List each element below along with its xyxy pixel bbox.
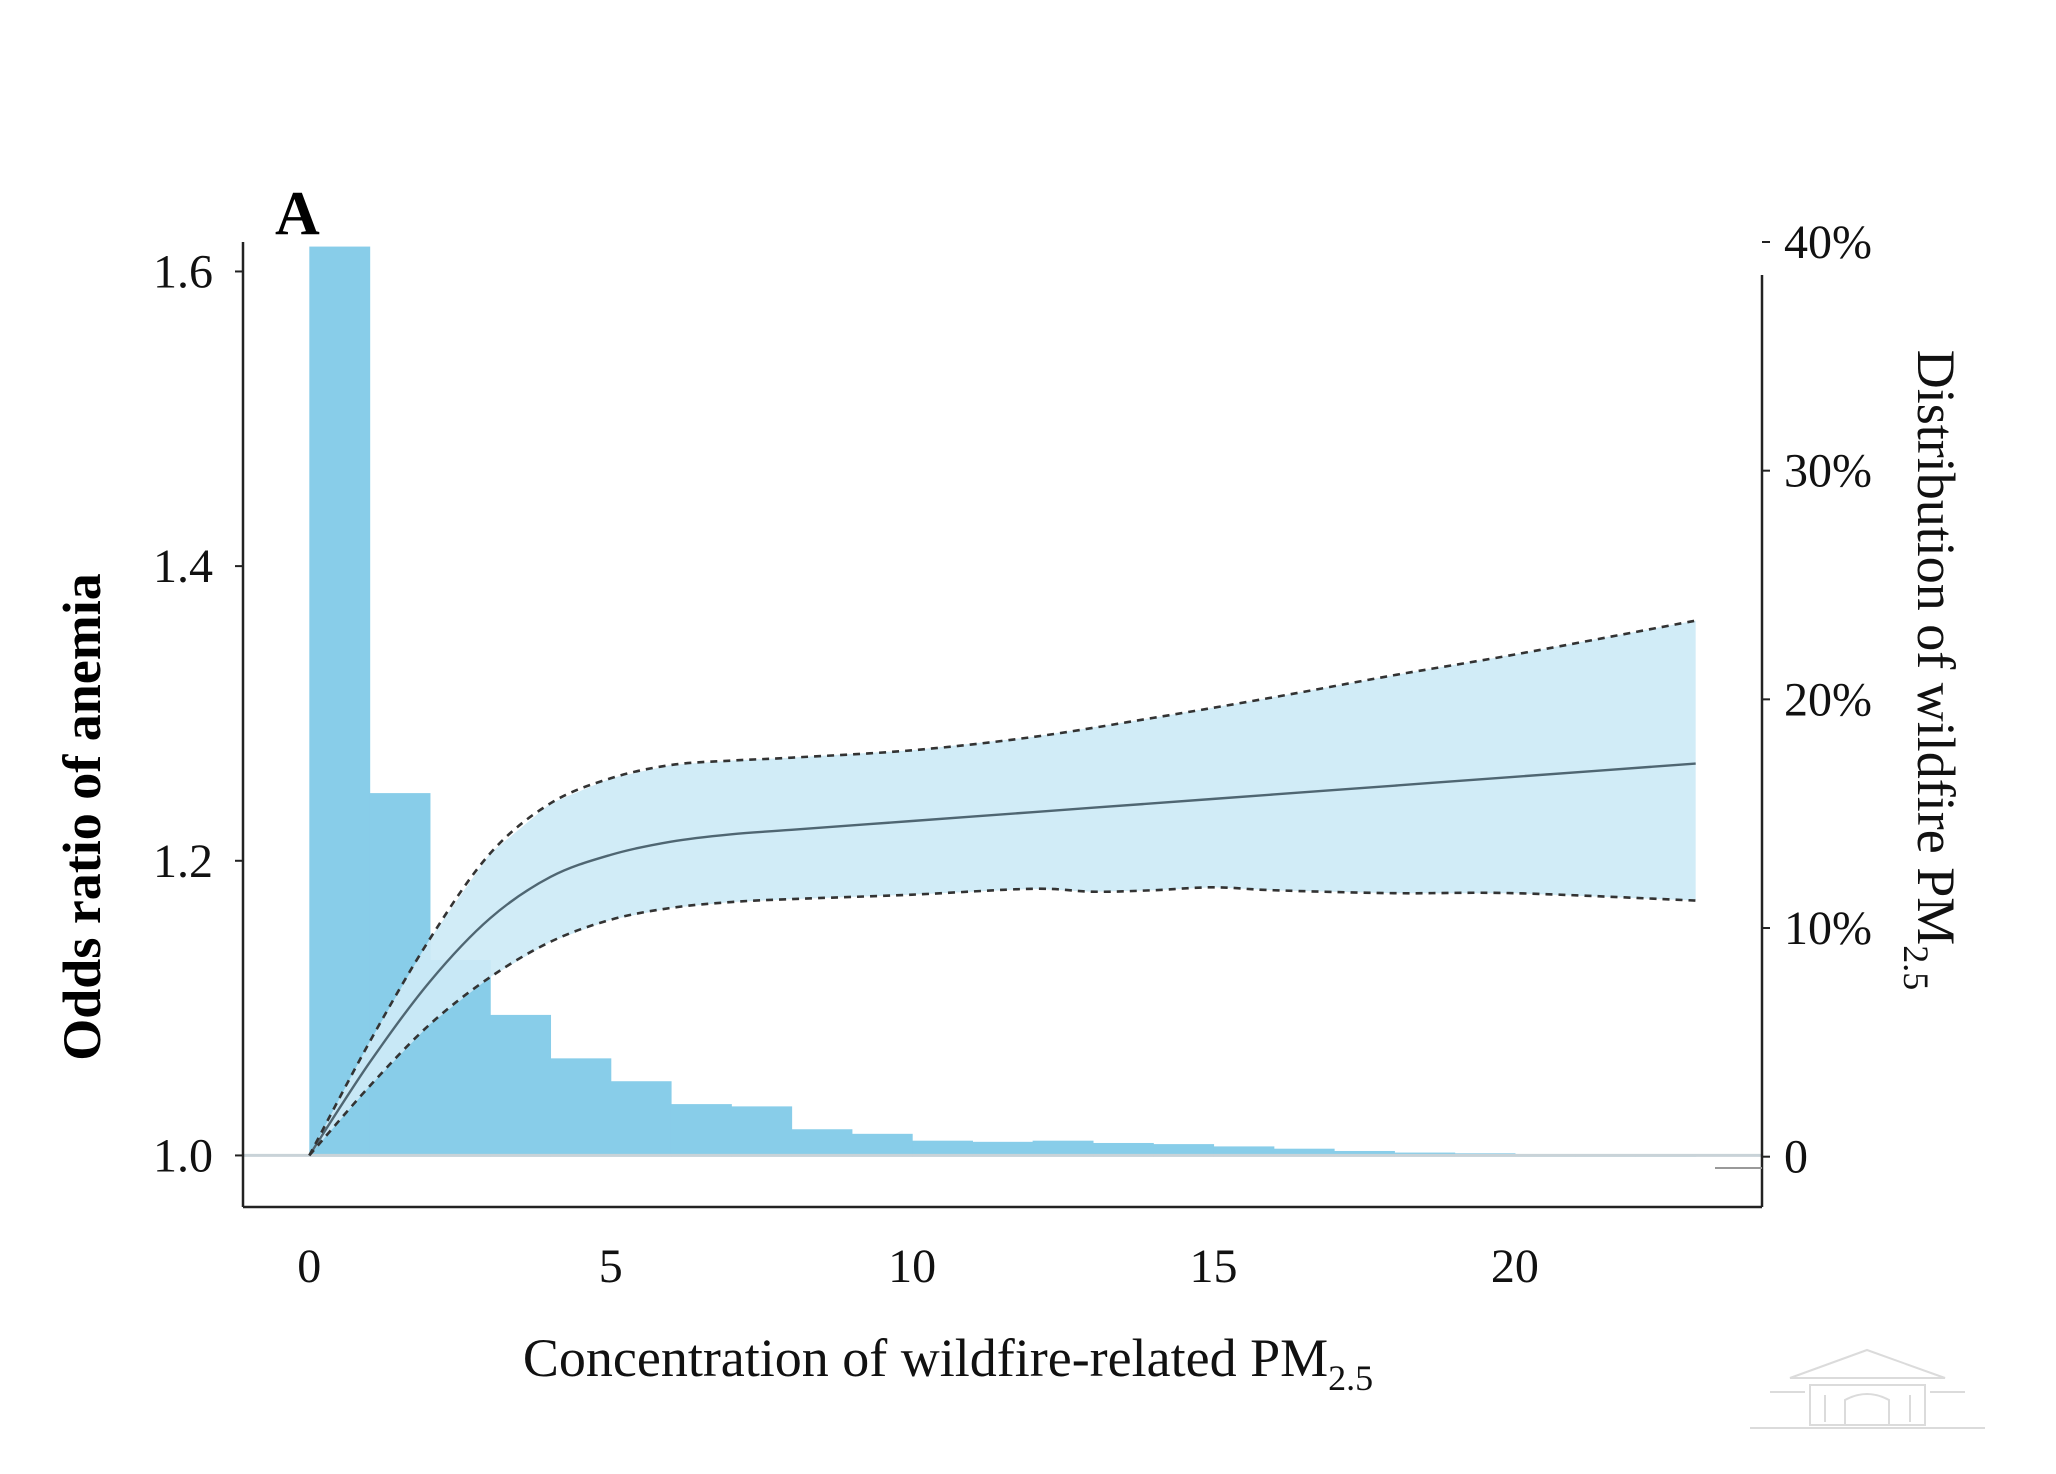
histogram-bar [490,1014,552,1157]
histogram-bar [851,1133,913,1157]
histogram-bar [1153,1144,1215,1157]
y-axis-title: Odds ratio of anemia [52,573,112,1061]
y2-tick-label: 0 [1784,1131,1808,1184]
y2-tick-label: 20% [1784,673,1872,726]
histogram-bar [791,1129,853,1157]
y-tick-label: 1.0 [153,1129,213,1182]
histogram-bar [1273,1148,1335,1157]
histogram-bar [610,1081,672,1157]
x-axis-title-sub: 2.5 [1328,1358,1373,1398]
panel-label: A [275,180,320,248]
histogram-bar [1213,1146,1275,1157]
series-layer [308,619,1696,1157]
ticks: 0 5 10 15 20 1.0 1.2 1.4 1.6 0 10% 20% 30% 40% [153,216,1872,1293]
histogram-bar [912,1140,973,1157]
ci-lower-line [308,885,1696,1157]
y-tick-label: 1.4 [153,540,213,593]
x-tick-label: 5 [599,1240,623,1293]
histogram-bar [309,246,371,1157]
histogram-bar [1092,1142,1154,1157]
histogram-bar [670,1104,732,1157]
histogram-bar [731,1106,793,1157]
y2-axis-title-main: Distribution of wildfire PM [1906,350,1966,945]
y2-tick-label: 10% [1784,902,1872,955]
x-axis-title-main: Concentration of wildfire-related PM [523,1328,1328,1388]
y-tick-label: 1.6 [153,245,213,298]
histogram-bar [1032,1140,1094,1157]
ci-upper-line [308,619,1696,1157]
histogram-bar [1334,1150,1395,1157]
y2-axis-title: Distribution of wildfire PM2.5 [1896,350,1966,990]
y-tick-label: 1.2 [153,835,213,888]
x-tick-label: 15 [1189,1240,1237,1293]
x-tick-label: 0 [297,1240,321,1293]
or-line [308,762,1696,1157]
x-axis-title: Concentration of wildfire-related PM2.5 [523,1328,1373,1398]
x-tick-label: 20 [1491,1240,1539,1293]
y2-tick-label: 40% [1784,216,1872,269]
x-tick-label: 10 [888,1240,936,1293]
histogram-bar [550,1058,612,1157]
y2-axis-title-sub: 2.5 [1896,945,1936,990]
watermark-building-icon [1750,1348,1985,1429]
histogram-bar [972,1141,1034,1157]
ci-band [309,620,1696,1156]
y2-tick-label: 30% [1784,445,1872,498]
